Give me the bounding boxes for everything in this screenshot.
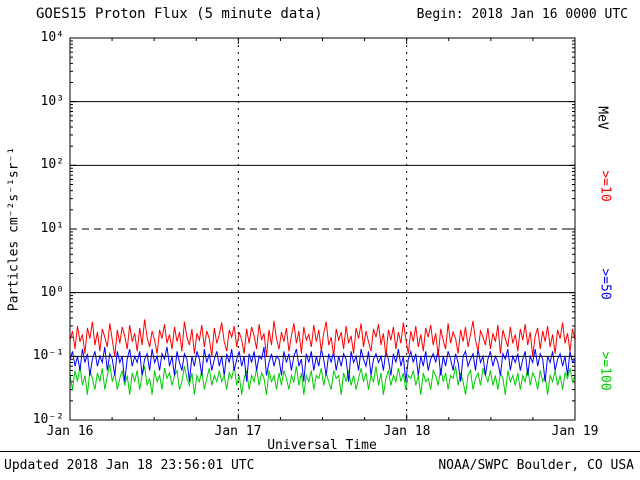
x-tick-jan16: Jan 16 <box>46 424 94 439</box>
y-tick-1e3: 10³ <box>40 94 64 109</box>
credit-text: NOAA/SWPC Boulder, CO USA <box>438 458 634 473</box>
legend-ge10: >=10 <box>597 170 613 202</box>
y-tick-1e1: 10¹ <box>40 221 64 236</box>
y-tick-1e4: 10⁴ <box>40 30 64 45</box>
x-tick-jan19: Jan 19 <box>551 424 599 439</box>
footer-divider <box>0 451 640 452</box>
legend-ge50: >=50 <box>597 268 613 300</box>
y-tick-1e-2: 10⁻² <box>32 412 64 427</box>
begin-timestamp: Begin: 2018 Jan 16 0000 UTC <box>416 7 628 22</box>
updated-timestamp: Updated 2018 Jan 18 23:56:01 UTC <box>4 458 255 473</box>
legend-unit-mev: MeV <box>594 106 610 130</box>
y-axis-label: Particles cm⁻²s⁻¹sr⁻¹ <box>6 146 22 312</box>
x-tick-jan17: Jan 17 <box>214 424 262 439</box>
y-tick-1e0: 10⁰ <box>40 285 64 300</box>
x-axis-label: Universal Time <box>267 438 377 453</box>
x-tick-jan18: Jan 18 <box>383 424 431 439</box>
chart-title: GOES15 Proton Flux (5 minute data) <box>36 6 323 22</box>
y-tick-1e-1: 10⁻¹ <box>32 348 64 363</box>
legend-ge100: >=100 <box>597 351 613 391</box>
y-tick-1e2: 10² <box>40 157 64 172</box>
